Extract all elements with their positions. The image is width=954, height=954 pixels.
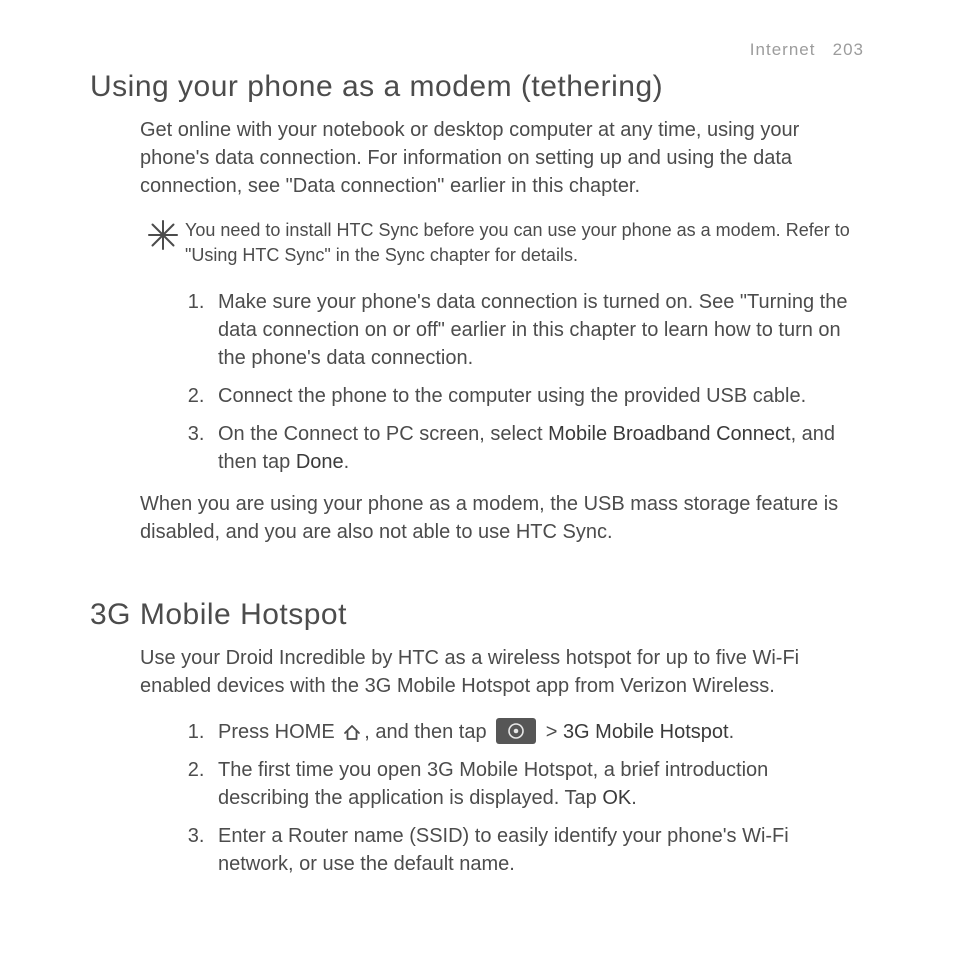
after-paragraph: When you are using your phone as a modem… <box>140 490 864 546</box>
steps-list-tethering: Make sure your phone's data connection i… <box>140 288 864 476</box>
step-item: Connect the phone to the computer using … <box>210 382 864 410</box>
steps-list-hotspot: Press HOME , and then tap > 3G Mobile Ho… <box>140 718 864 878</box>
section-body-tethering: Get online with your notebook or desktop… <box>140 116 864 546</box>
step-item: On the Connect to PC screen, select Mobi… <box>210 420 864 476</box>
ui-label-3g-hotspot: 3G Mobile Hotspot <box>563 721 729 743</box>
step-text: On the Connect to PC screen, select <box>218 423 548 445</box>
step-item: Enter a Router name (SSID) to easily ide… <box>210 822 864 878</box>
section-body-hotspot: Use your Droid Incredible by HTC as a wi… <box>140 644 864 878</box>
header-section: Internet <box>750 40 816 59</box>
section-title-tethering: Using your phone as a modem (tethering) <box>90 70 864 104</box>
intro-paragraph: Get online with your notebook or desktop… <box>140 116 864 200</box>
intro-paragraph: Use your Droid Incredible by HTC as a wi… <box>140 644 864 700</box>
step-item: Press HOME , and then tap > 3G Mobile Ho… <box>210 718 864 746</box>
apps-button-icon <box>496 718 536 744</box>
note-row: You need to install HTC Sync before you … <box>140 218 864 268</box>
step-text: The first time you open 3G Mobile Hotspo… <box>218 759 768 809</box>
header-page-number: 203 <box>833 40 864 59</box>
step-item: Make sure your phone's data connection i… <box>210 288 864 372</box>
ui-label-mobile-broadband: Mobile Broadband Connect <box>548 423 790 445</box>
asterisk-icon <box>140 218 185 252</box>
step-text: . <box>344 451 350 473</box>
spacer <box>90 564 864 598</box>
step-text: > <box>540 721 563 743</box>
step-text: Press HOME <box>218 721 340 743</box>
document-page: Internet 203 Using your phone as a modem… <box>0 0 954 954</box>
ui-label-ok: OK <box>602 787 631 809</box>
home-icon <box>342 723 362 743</box>
ui-label-done: Done <box>296 451 344 473</box>
step-text: . <box>729 721 735 743</box>
step-text: , and then tap <box>364 721 492 743</box>
page-header: Internet 203 <box>90 40 864 60</box>
step-item: The first time you open 3G Mobile Hotspo… <box>210 756 864 812</box>
note-text: You need to install HTC Sync before you … <box>185 218 864 268</box>
section-title-hotspot: 3G Mobile Hotspot <box>90 598 864 632</box>
step-text: . <box>631 787 637 809</box>
